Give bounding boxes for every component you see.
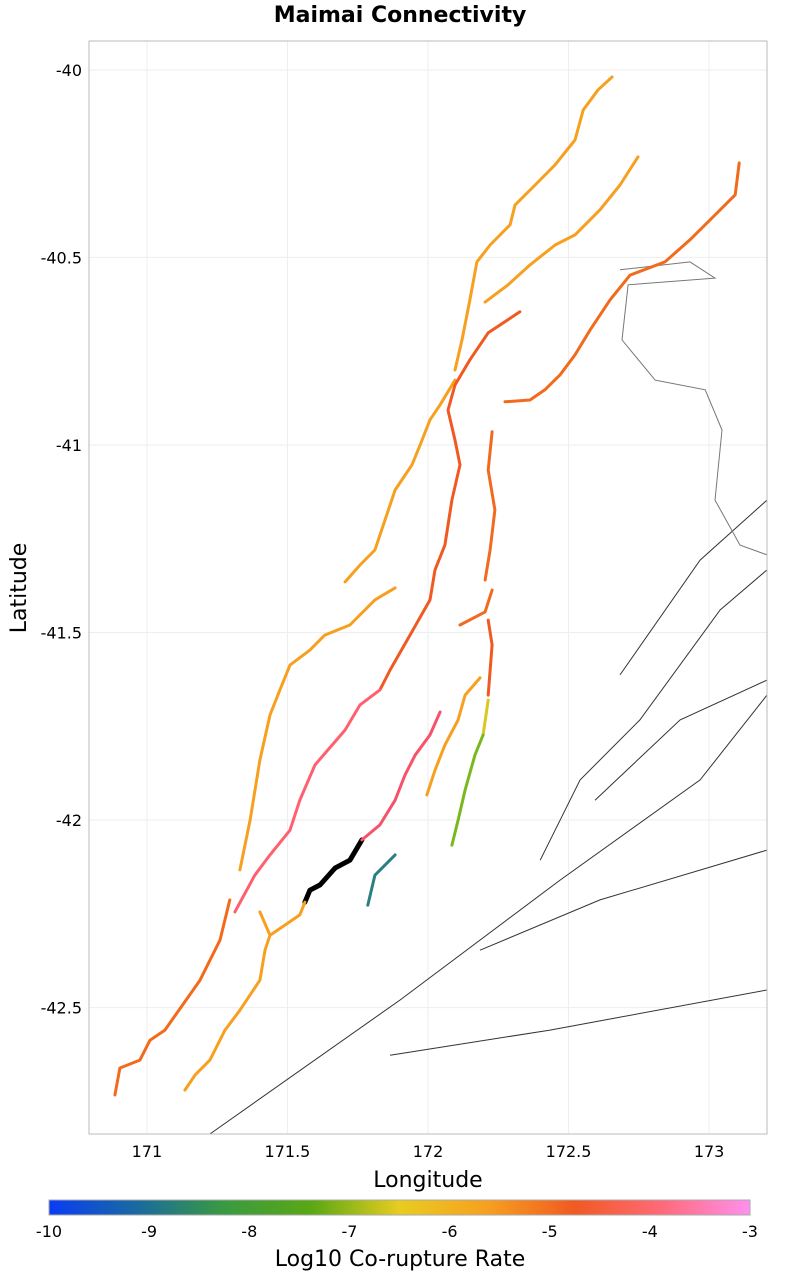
axis-ticks: 171 171.5 172 172.5 173 -40 -40.5 -41 -41.5 -42 -4… — [41, 61, 725, 1161]
other-faults — [209, 499, 768, 1135]
y-tick-label: -40.5 — [41, 248, 82, 267]
map-title: Maimai Connectivity — [274, 3, 527, 28]
colorbar-tick-label: -5 — [542, 1222, 558, 1241]
x-tick-label: 173 — [694, 1142, 725, 1161]
fault-trace-13 — [481, 698, 490, 737]
fault-trace-18 — [183, 910, 272, 1092]
fault-trace-16 — [458, 588, 494, 627]
colorbar-tick-label: -6 — [442, 1222, 458, 1241]
fault-trace-other — [619, 499, 768, 676]
fault-trace-other — [594, 679, 768, 801]
fault-trace-9 — [302, 837, 365, 905]
plot-frame — [88, 40, 768, 1135]
x-tick-label: 172.5 — [546, 1142, 592, 1161]
x-axis-label: Longitude — [373, 1168, 482, 1193]
fault-trace-12 — [425, 676, 482, 797]
coastline-line — [619, 261, 768, 556]
colorbar-ticks: -10 -9 -8 -7 -6 -5 -4 -3 — [36, 1222, 758, 1241]
fault-trace-4 — [113, 898, 232, 1097]
colorbar-label: Log10 Co-rupture Rate — [275, 1247, 526, 1272]
colorbar — [48, 1199, 751, 1216]
fault-trace-11 — [366, 853, 397, 907]
fault-trace-19 — [268, 900, 307, 937]
colorbar-tick-label: -3 — [742, 1222, 758, 1241]
fault-traces — [113, 75, 741, 1097]
fault-trace-2 — [343, 378, 457, 584]
fault-trace-other — [209, 694, 768, 1135]
fault-trace-5 — [503, 161, 741, 404]
fault-trace-1 — [453, 75, 614, 372]
colorbar-tick-label: -9 — [141, 1222, 157, 1241]
y-tick-label: -42.5 — [41, 999, 82, 1018]
fault-trace-8 — [233, 688, 382, 914]
colorbar-tick-label: -4 — [642, 1222, 658, 1241]
x-tick-label: 171.5 — [265, 1142, 311, 1161]
colorbar-tick-label: -10 — [36, 1222, 62, 1241]
fault-trace-14 — [450, 733, 485, 847]
y-tick-label: -41 — [56, 436, 82, 455]
fault-trace-10 — [360, 710, 442, 842]
x-tick-label: 172 — [413, 1142, 444, 1161]
grid — [89, 41, 767, 1134]
fault-trace-other — [539, 569, 768, 861]
fault-trace-15 — [483, 430, 497, 582]
x-tick-label: 171 — [132, 1142, 163, 1161]
coastline — [619, 261, 768, 556]
fault-trace-other — [479, 849, 768, 951]
fault-trace-7 — [378, 310, 522, 692]
fault-trace-other — [390, 989, 768, 1056]
y-tick-label: -41.5 — [41, 624, 82, 643]
fault-trace-6 — [483, 155, 640, 304]
fault-trace-17 — [486, 618, 494, 697]
fault-trace-3 — [238, 586, 397, 872]
colorbar-tick-label: -8 — [241, 1222, 257, 1241]
colorbar-tick-label: -7 — [341, 1222, 357, 1241]
y-tick-label: -42 — [56, 811, 82, 830]
y-tick-label: -40 — [56, 61, 82, 80]
y-axis-label: Latitude — [7, 543, 32, 634]
